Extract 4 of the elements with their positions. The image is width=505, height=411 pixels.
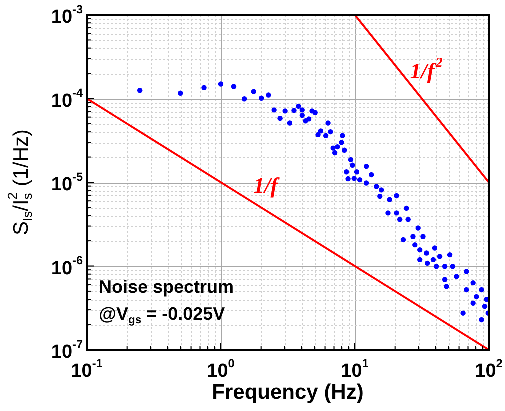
y-axis-title: SIs/I2s (1/Hz): [4, 129, 35, 236]
x-axis-title: Frequency (Hz): [212, 380, 364, 404]
series-label: 1/f: [254, 173, 281, 198]
annotation: Noise spectrum: [99, 276, 234, 297]
